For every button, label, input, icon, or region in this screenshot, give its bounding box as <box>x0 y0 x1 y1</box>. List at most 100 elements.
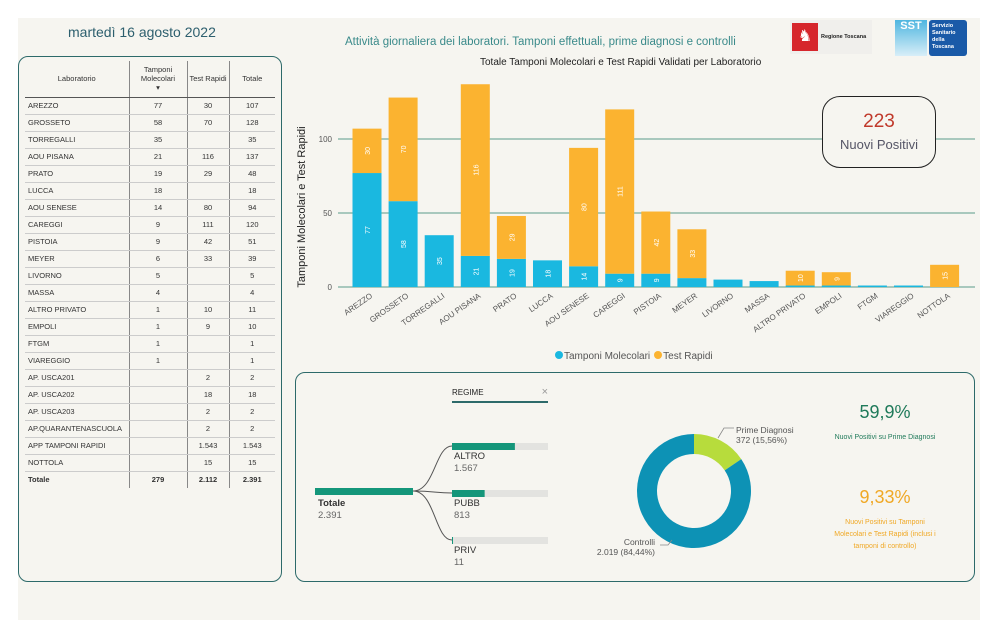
table-cell: ALTRO PRIVATO <box>25 301 129 319</box>
table-cell: 94 <box>228 199 275 217</box>
tree-node-bar[interactable] <box>452 537 453 544</box>
table-row[interactable]: AP. USCA202 18 18 <box>25 386 275 404</box>
donut-slice[interactable] <box>694 434 742 471</box>
table-row[interactable]: APP TAMPONI RAPIDI 1.543 1.543 <box>25 437 275 455</box>
col-header-test-rapidi[interactable]: Test Rapidi <box>186 61 229 98</box>
bar-segment[interactable] <box>533 260 562 287</box>
table-row[interactable]: ALTRO PRIVATO 1 10 11 <box>25 301 275 319</box>
bar-segment[interactable] <box>894 285 923 287</box>
table-row[interactable]: MASSA 4 4 <box>25 284 275 302</box>
table-row[interactable]: TORREGALLI 35 35 <box>25 131 275 149</box>
bar-segment[interactable] <box>460 84 490 256</box>
close-icon[interactable]: × <box>541 386 548 398</box>
tree-node-bar[interactable] <box>452 443 515 450</box>
bar-segment[interactable] <box>641 211 671 274</box>
table-cell: 107 <box>228 97 275 115</box>
table-cell: 18 <box>228 182 275 200</box>
table-cell <box>128 386 187 404</box>
col-header-totale[interactable]: Totale <box>228 61 275 98</box>
bar-segment[interactable] <box>569 266 599 287</box>
table-cell: 14 <box>128 199 187 217</box>
table-row[interactable]: NOTTOLA 15 15 <box>25 454 275 472</box>
table-cell: AP. USCA202 <box>25 386 129 404</box>
tree-node-value: 813 <box>454 510 470 521</box>
bar-segment[interactable] <box>424 235 454 287</box>
x-tick-label: FTGM <box>856 291 880 312</box>
table-cell: 42 <box>186 233 229 251</box>
tree-node-label[interactable]: PUBB <box>454 498 480 509</box>
table-cell: 2 <box>228 403 275 421</box>
bar-segment[interactable] <box>641 273 671 287</box>
bar-segment[interactable] <box>749 281 779 287</box>
bar-segment[interactable] <box>605 109 635 274</box>
table-cell: AOU SENESE <box>25 199 129 217</box>
table-row[interactable]: MEYER 6 33 39 <box>25 250 275 268</box>
bar-segment[interactable] <box>785 270 815 286</box>
bar-segment[interactable] <box>785 285 815 287</box>
regime-label: REGIME <box>452 388 484 397</box>
table-row[interactable]: EMPOLI 1 9 10 <box>25 318 275 336</box>
bar-data-label: 9 <box>834 277 841 281</box>
bar-segment[interactable] <box>713 279 743 287</box>
bar-data-label: 80 <box>582 203 589 211</box>
controlli-value: 2.019 (84,44%) <box>596 547 655 557</box>
bar-segment[interactable] <box>857 285 887 287</box>
bar-data-label: 30 <box>365 147 372 155</box>
bar-segment[interactable] <box>388 201 418 287</box>
bar-segment[interactable] <box>352 128 382 174</box>
bar-segment[interactable] <box>677 278 707 287</box>
bar-segment[interactable] <box>821 285 851 287</box>
table-row[interactable]: AOU SENESE 14 80 94 <box>25 199 275 217</box>
tree-node-bar[interactable] <box>452 490 485 497</box>
x-tick-label: NOTTOLA <box>916 291 953 320</box>
tree-node-label[interactable]: PRIV <box>454 545 477 556</box>
tree-node-label[interactable]: ALTRO <box>454 451 485 462</box>
table-row[interactable]: AP. USCA203 2 2 <box>25 403 275 421</box>
table-row[interactable]: LIVORNO 5 5 <box>25 267 275 285</box>
table-row[interactable]: FTGM 1 1 <box>25 335 275 353</box>
table-cell: 116 <box>186 148 229 166</box>
legend-item-rapidi[interactable]: Test Rapidi <box>654 351 713 362</box>
donut-slice[interactable] <box>637 434 751 548</box>
table-cell: AREZZO <box>25 97 129 115</box>
bar-data-label: 9 <box>618 278 625 282</box>
table-row[interactable]: PRATO 19 29 48 <box>25 165 275 183</box>
table-row[interactable]: AREZZO 77 30 107 <box>25 97 275 115</box>
col-header-laboratorio[interactable]: Laboratorio <box>25 61 129 98</box>
bar-data-label: 111 <box>618 186 625 197</box>
table-cell: PRATO <box>25 165 129 183</box>
table-row[interactable]: LUCCA 18 18 <box>25 182 275 200</box>
bar-segment[interactable] <box>821 272 851 286</box>
legend-item-molecolari[interactable]: Tamponi Molecolari <box>555 351 650 362</box>
bar-segment[interactable] <box>460 255 490 287</box>
bar-segment[interactable] <box>496 258 526 287</box>
col-header-tamponi[interactable]: Tamponi Molecolari ▾ <box>128 61 187 98</box>
table-row[interactable]: PISTOIA 9 42 51 <box>25 233 275 251</box>
tree-root-bar[interactable] <box>315 488 413 495</box>
bar-segment[interactable] <box>352 173 382 287</box>
table-row[interactable]: AOU PISANA 21 116 137 <box>25 148 275 166</box>
table-cell: 4 <box>228 284 275 302</box>
bar-segment[interactable] <box>605 273 635 287</box>
table-row[interactable]: AP. USCA201 2 2 <box>25 369 275 387</box>
legend-label: Test Rapidi <box>663 351 713 362</box>
bar-segment[interactable] <box>677 229 707 279</box>
table-row[interactable]: CAREGGI 9 111 120 <box>25 216 275 234</box>
table-cell: 29 <box>186 165 229 183</box>
tree-connector <box>412 445 453 492</box>
table-row[interactable]: GROSSETO 58 70 128 <box>25 114 275 132</box>
table-cell: 5 <box>228 267 275 285</box>
table-cell: LIVORNO <box>25 267 129 285</box>
table-cell: 33 <box>186 250 229 268</box>
table-row[interactable]: VIAREGGIO 1 1 <box>25 352 275 370</box>
regime-filter[interactable]: REGIME × <box>452 386 548 403</box>
y-tick-label: 0 <box>328 283 333 292</box>
bar-segment[interactable] <box>388 97 418 202</box>
bar-segment[interactable] <box>930 264 960 287</box>
table-row[interactable]: AP.QUARANTENASCUOLA 2 2 <box>25 420 275 438</box>
bar-segment[interactable] <box>569 147 599 267</box>
bar-data-label: 9 <box>654 278 661 282</box>
total-cell: 2.391 <box>228 471 275 488</box>
bar-segment[interactable] <box>496 215 526 259</box>
table-cell: 2 <box>186 369 229 387</box>
